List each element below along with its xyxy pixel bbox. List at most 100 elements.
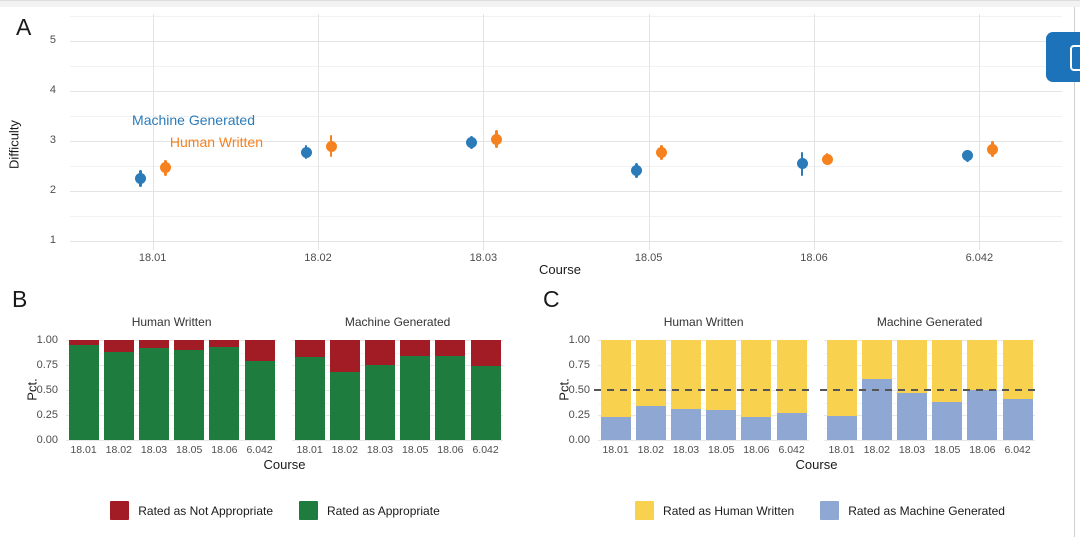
x-tick-label: 18.03 — [469, 252, 498, 264]
gridline-minor — [598, 427, 810, 429]
bar-segment-top — [244, 340, 275, 361]
x-tick-label: 6.042 — [778, 444, 805, 456]
gridline-vertical — [483, 14, 485, 250]
extension-tab-button[interactable] — [1046, 32, 1080, 82]
bar-segment-top — [103, 340, 134, 352]
x-tick-label: 18.06 — [211, 444, 238, 456]
bar-segment-bottom — [671, 409, 701, 440]
facet-title: Machine Generated — [876, 315, 983, 329]
gridline-major — [66, 390, 278, 391]
bar-segment-top — [671, 340, 701, 409]
not-appropriate-swatch — [110, 501, 130, 520]
bar-segment-top — [897, 340, 927, 393]
legend-item: Rated as Machine Generated — [820, 501, 1005, 520]
bar-segment-bottom — [174, 350, 205, 440]
bar-segment-top — [294, 340, 325, 357]
x-tick-label: 18.02 — [331, 444, 358, 456]
gridline-minor — [66, 427, 278, 429]
gridline-minor — [70, 66, 1062, 67]
bar-segment-bottom — [635, 406, 666, 440]
gridline-minor — [598, 352, 810, 354]
gridline-minor — [824, 352, 1036, 354]
gridline-minor — [292, 377, 504, 379]
gridline-minor — [292, 352, 504, 354]
y-tick-label: 3 — [49, 134, 56, 146]
x-tick-label: 18.01 — [828, 444, 855, 456]
panel-c-label: C — [543, 286, 560, 312]
gridline-major — [70, 191, 1062, 192]
gridline-major — [824, 440, 1036, 441]
y-tick-label: 0.00 — [36, 434, 58, 446]
bar-segment-bottom — [103, 352, 134, 440]
x-tick-label: 18.01 — [70, 444, 97, 456]
gridline-minor — [292, 402, 504, 404]
y-tick-label: 1.00 — [568, 334, 590, 346]
x-tick-label: 18.01 — [602, 444, 629, 456]
gridline-major — [292, 390, 504, 391]
gridline-major — [824, 340, 1036, 341]
bar-segment-bottom — [139, 348, 169, 440]
y-tick-label: 0.25 — [36, 409, 58, 421]
bar-segment-top — [967, 340, 998, 390]
gridline-minor — [598, 377, 810, 379]
x-tick-label: 18.05 — [934, 444, 961, 456]
gridline-minor — [824, 377, 1036, 379]
bar-segment-bottom — [400, 356, 431, 440]
bar-segment-bottom — [294, 357, 325, 440]
gridline-major — [66, 365, 278, 366]
reference-line-dashed — [820, 389, 1040, 391]
legend-item: Rated as Appropriate — [299, 501, 440, 520]
gridline-major — [292, 340, 504, 341]
x-tick-label: 18.06 — [743, 444, 770, 456]
gridline-vertical — [814, 14, 815, 250]
machine-generated-swatch — [820, 501, 840, 520]
gridline-vertical — [318, 14, 319, 250]
bar-segment-bottom — [365, 365, 395, 440]
gridline-vertical — [979, 14, 981, 250]
panel-b-label: B — [12, 286, 28, 312]
x-tick-label: 6.042 — [246, 444, 273, 456]
card-icon — [1070, 45, 1080, 71]
bar-segment-top — [139, 340, 169, 348]
x-tick-label: 18.06 — [437, 444, 464, 456]
bar-segment-bottom — [1002, 399, 1033, 440]
bar-segment-top — [861, 340, 892, 379]
legend-label: Rated as Machine Generated — [848, 503, 1005, 518]
bar-segment-top — [706, 340, 737, 410]
gridline-major — [70, 141, 1062, 142]
panel-c-legend: Rated as Human Written Rated as Machine … — [585, 501, 1055, 520]
gridline-major — [292, 415, 504, 416]
data-point — [160, 162, 172, 173]
bar-segment-bottom — [706, 410, 737, 440]
gridline-major — [292, 440, 504, 441]
bar-segment-top — [68, 340, 99, 345]
gridline-major — [598, 415, 810, 416]
bar-segment-top — [932, 340, 963, 402]
panel-a-label: A — [16, 14, 32, 40]
legend-item: Rated as Not Appropriate — [110, 501, 273, 520]
bar-segment-bottom — [776, 413, 807, 440]
annotation-human-written: Human Written — [169, 134, 263, 150]
bar-segment-top — [600, 340, 631, 417]
x-tick-label: 18.05 — [634, 252, 663, 264]
x-tick-label: 18.05 — [708, 444, 735, 456]
data-point — [135, 172, 147, 184]
gridline-major — [598, 440, 810, 441]
x-tick-label: 18.02 — [637, 444, 664, 456]
y-tick-label: 5 — [49, 34, 56, 46]
bar-segment-bottom — [826, 416, 857, 440]
gridline-minor — [824, 427, 1036, 429]
gridline-vertical — [152, 14, 154, 250]
panel-b-x-axis-title: Course — [263, 457, 306, 472]
bar-segment-bottom — [244, 361, 275, 440]
x-tick-label: 18.01 — [296, 444, 323, 456]
x-tick-label: 18.05 — [402, 444, 429, 456]
gridline-minor — [70, 216, 1062, 217]
data-point — [821, 153, 833, 165]
x-tick-label: 18.02 — [863, 444, 890, 456]
bar-segment-top — [741, 340, 772, 417]
data-point — [656, 147, 668, 158]
x-tick-label: 18.06 — [800, 252, 828, 264]
reference-line-dashed — [594, 389, 814, 391]
gridline-minor — [66, 352, 278, 354]
